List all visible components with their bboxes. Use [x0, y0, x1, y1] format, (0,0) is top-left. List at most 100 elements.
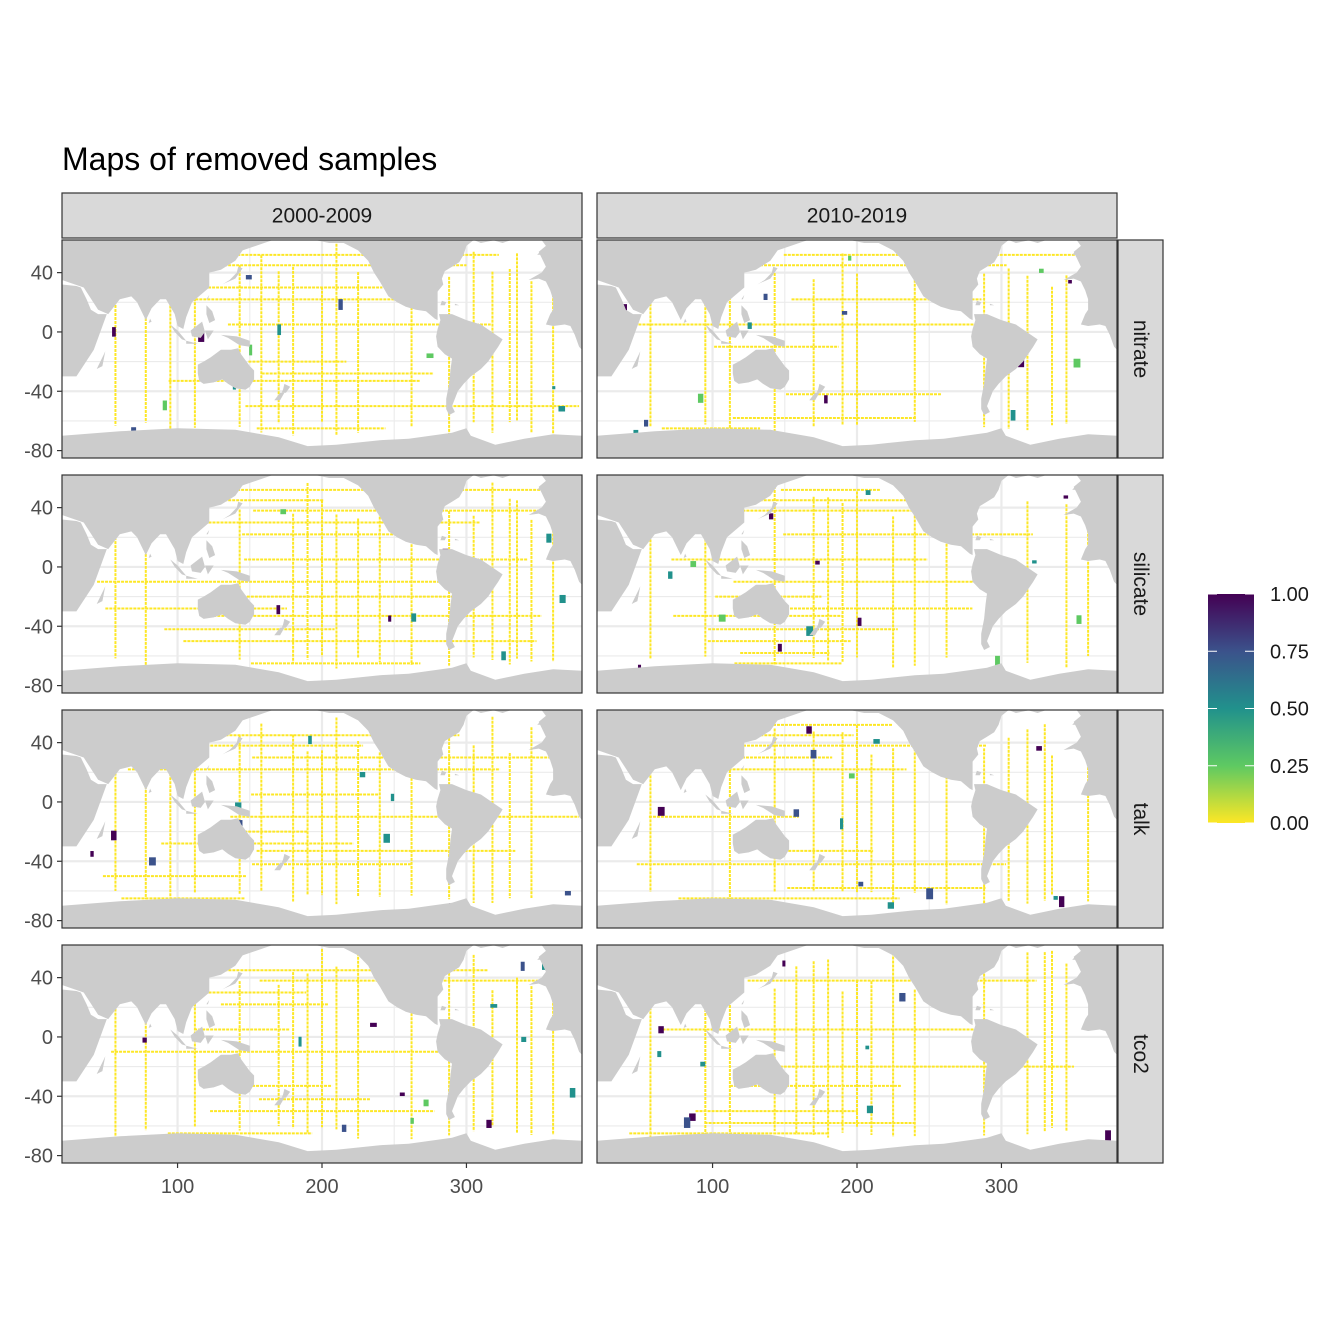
land-mass — [597, 519, 642, 619]
removed-sample-cell — [410, 1117, 414, 1124]
land-mass — [281, 618, 291, 628]
removed-sample-cell — [840, 818, 844, 830]
land-mass — [492, 710, 512, 713]
land-mass — [757, 736, 778, 755]
land-mass — [206, 529, 210, 535]
land-mass — [528, 710, 582, 820]
land-mass — [206, 305, 216, 323]
land-mass — [537, 955, 545, 960]
land-mass — [62, 989, 107, 1089]
land-mass — [492, 945, 512, 948]
removed-sample-cell — [338, 299, 343, 310]
facet-strips: 2000-2009 2010-2019 nitrate silicate talk tco… — [61, 192, 1164, 1164]
removed-sample-cell — [520, 961, 525, 971]
row-strip — [1117, 709, 1164, 929]
land-mass — [520, 704, 534, 707]
land-mass — [206, 775, 216, 793]
removed-sample-cell — [388, 615, 392, 622]
land-mass — [597, 475, 973, 564]
land-mass — [597, 989, 642, 1089]
land-mass — [741, 529, 745, 535]
removed-sample-cell — [806, 626, 814, 636]
x-tick-label: 200 — [840, 1176, 873, 1198]
land-mass — [989, 1008, 995, 1011]
land-mass — [1055, 469, 1069, 472]
y-tick-label: 40 — [31, 263, 53, 285]
land-mass — [274, 862, 285, 871]
removed-sample-cell — [142, 1037, 147, 1043]
removed-sample-cell — [249, 344, 253, 356]
land-mass — [721, 340, 733, 344]
land-mass — [544, 245, 556, 258]
row-strip — [1117, 944, 1164, 1164]
land-mass — [1079, 480, 1091, 493]
land-mass — [186, 1045, 198, 1049]
land-mass — [281, 853, 291, 863]
removed-sample-cell — [657, 806, 665, 816]
land-mass — [741, 540, 751, 558]
removed-sample-cell — [552, 386, 556, 390]
land-mass — [1072, 485, 1080, 490]
land-mass — [520, 469, 534, 472]
land-mass — [989, 538, 995, 541]
land-mass — [222, 266, 243, 285]
land-mass — [757, 971, 778, 990]
land-mass — [965, 240, 1067, 295]
land-mass — [274, 392, 285, 401]
land-mass — [725, 556, 740, 573]
removed-sample-cell — [276, 605, 281, 615]
removed-sample-cell — [865, 490, 871, 495]
row-strip-label: silicate — [1129, 552, 1152, 616]
legend-label: 0.50 — [1270, 699, 1309, 721]
land-mass — [62, 1133, 582, 1163]
land-mass — [683, 553, 687, 558]
facet-panel — [597, 710, 1117, 928]
land-mass — [62, 945, 438, 1034]
removed-sample-cell — [370, 1022, 377, 1027]
land-mass — [537, 720, 545, 725]
land-mass — [148, 553, 152, 558]
removed-sample-cell — [644, 419, 649, 427]
y-tick-label: -80 — [24, 676, 53, 698]
land-mass — [190, 791, 205, 808]
land-mass — [197, 583, 255, 625]
y-tick-label: -40 — [24, 1086, 53, 1108]
land-mass — [683, 788, 687, 793]
x-tick-label: 300 — [985, 1176, 1018, 1198]
land-mass — [809, 1097, 820, 1106]
land-mass — [206, 764, 210, 770]
land-mass — [186, 575, 198, 579]
column-strip — [61, 192, 583, 239]
y-tick-label: -80 — [24, 1146, 53, 1168]
land-mass — [975, 770, 982, 776]
y-tick-label: 0 — [42, 557, 53, 579]
row-strip-label: nitrate — [1129, 320, 1152, 378]
x-tick-label: 100 — [161, 1176, 194, 1198]
land-mass — [597, 754, 642, 854]
land-mass — [148, 1023, 152, 1028]
panel-border — [61, 474, 583, 694]
land-mass — [537, 250, 545, 255]
column-strip-label: 2000-2009 — [272, 205, 372, 228]
legend-label: 0.25 — [1270, 756, 1309, 778]
chart-title: Maps of removed samples — [62, 141, 437, 177]
land-mass — [740, 565, 749, 575]
land-mass — [205, 565, 214, 575]
y-tick-label: 0 — [42, 1027, 53, 1049]
land-mass — [741, 764, 745, 770]
land-mass — [732, 818, 790, 860]
y-tick-label: 40 — [31, 968, 53, 990]
land-mass — [190, 321, 205, 338]
land-mass — [721, 1045, 733, 1049]
land-mass — [444, 767, 452, 773]
removed-sample-cell — [865, 1045, 870, 1050]
land-mass — [528, 240, 582, 350]
removed-sample-cell — [308, 735, 312, 745]
land-mass — [809, 627, 820, 636]
land-mass — [975, 1005, 982, 1011]
y-tick-label: -40 — [24, 381, 53, 403]
removed-sample-cell — [390, 793, 395, 802]
land-mass — [444, 1002, 452, 1008]
land-mass — [274, 627, 285, 636]
y-tick-label: -80 — [24, 911, 53, 933]
